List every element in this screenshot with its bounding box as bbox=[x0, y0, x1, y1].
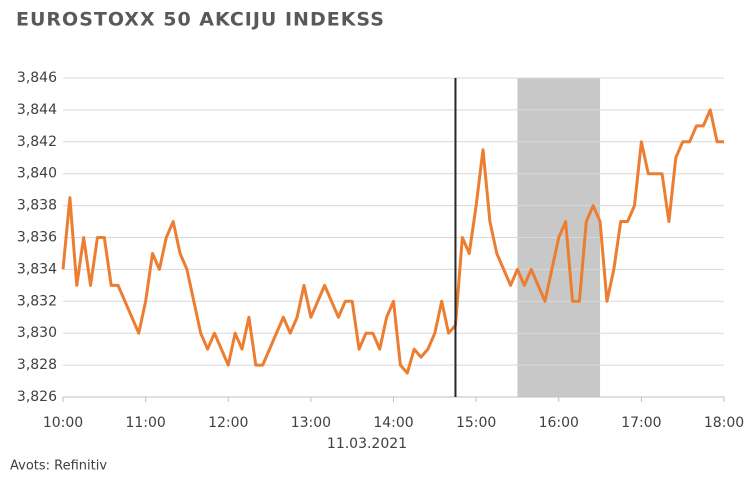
y-tick-label: 3,826 bbox=[17, 389, 57, 405]
source: Avots: Refinitiv bbox=[10, 459, 107, 474]
price-line bbox=[61, 108, 724, 375]
x-tick-label: 17:00 bbox=[621, 415, 661, 431]
y-tick-label: 3,838 bbox=[17, 198, 57, 214]
x-tick-label: 18:00 bbox=[704, 415, 744, 431]
x-tick-label: 16:00 bbox=[539, 415, 579, 431]
x-axis-label: 11.03.2021 bbox=[327, 436, 407, 452]
x-tick-label: 14:00 bbox=[373, 415, 413, 431]
y-tick-label: 3,842 bbox=[17, 134, 57, 150]
y-tick-label: 3,832 bbox=[17, 293, 57, 309]
chart-title: EUROSTOXX 50 AKCIJU INDEKSS bbox=[16, 9, 385, 31]
y-tick-label: 3,830 bbox=[17, 325, 57, 341]
y-tick-label: 3,828 bbox=[17, 357, 57, 373]
x-tick-label: 10:00 bbox=[43, 415, 83, 431]
y-tick-label: 3,846 bbox=[17, 70, 57, 86]
x-tick-label: 15:00 bbox=[456, 415, 496, 431]
y-tick-label: 3,836 bbox=[17, 230, 57, 246]
x-tick-label: 13:00 bbox=[291, 415, 331, 431]
y-tick-label: 3,840 bbox=[17, 166, 57, 182]
x-tick-label: 11:00 bbox=[125, 415, 165, 431]
y-tick-label: 3,834 bbox=[17, 261, 57, 277]
x-tick-label: 12:00 bbox=[208, 415, 248, 431]
y-tick-label: 3,844 bbox=[17, 102, 57, 118]
